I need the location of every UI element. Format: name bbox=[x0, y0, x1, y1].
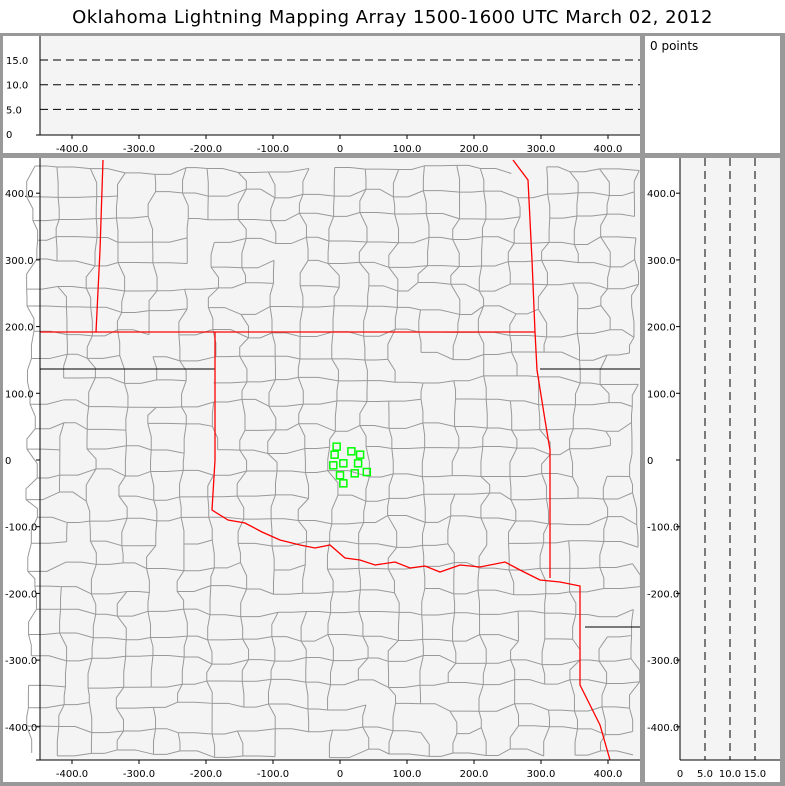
x-tick-label: 100.0 bbox=[393, 144, 422, 153]
x-tick-label: -400.0 bbox=[56, 769, 88, 780]
y-tick-label: 400.0 bbox=[647, 189, 676, 200]
y-tick-label: 300.0 bbox=[647, 256, 676, 267]
y-tick-label: -400.0 bbox=[647, 723, 679, 734]
x-tick-label: 300.0 bbox=[527, 144, 556, 153]
x-tick-label: 200.0 bbox=[460, 769, 489, 780]
x-tick-label: -300.0 bbox=[123, 769, 155, 780]
y-tick-label: -300.0 bbox=[647, 656, 679, 667]
y-tick-label: 0 bbox=[5, 456, 11, 467]
x-tick-label: 400.0 bbox=[594, 144, 623, 153]
county-border bbox=[273, 260, 274, 283]
x-tick-label: -400.0 bbox=[56, 144, 88, 153]
alt-tick-label: 0 bbox=[677, 769, 683, 780]
point-count-panel: 0 points bbox=[645, 36, 780, 153]
x-tick-label: 300.0 bbox=[527, 769, 556, 780]
x-tick-label: 0 bbox=[337, 144, 343, 153]
x-tick-label: -300.0 bbox=[123, 144, 155, 153]
county-border bbox=[26, 478, 37, 500]
altitude-x-plot: 0 5.0 10.0 15.0 -400.0 -300.0 -200.0 -100.0 0 100… bbox=[3, 36, 640, 153]
x-tick-label: -200.0 bbox=[190, 769, 222, 780]
x-tick-label: -200.0 bbox=[190, 144, 222, 153]
y-tick-label: 100.0 bbox=[647, 389, 676, 400]
alt-tick-label: 10.0 bbox=[6, 81, 28, 92]
county-border bbox=[29, 609, 37, 634]
county-border bbox=[27, 449, 37, 478]
county-border bbox=[27, 197, 33, 221]
x-tick-label: 200.0 bbox=[460, 144, 489, 153]
county-border bbox=[397, 291, 398, 307]
y-tick-label: -100.0 bbox=[5, 523, 37, 534]
alt-tick-label: 10.0 bbox=[719, 769, 741, 780]
y-tick-label: -200.0 bbox=[5, 589, 37, 600]
county-border bbox=[29, 635, 32, 656]
county-border bbox=[459, 266, 481, 267]
county-border bbox=[126, 640, 127, 656]
county-border bbox=[395, 213, 427, 214]
county-border bbox=[512, 430, 540, 431]
point-count: 0 points bbox=[650, 39, 698, 53]
county-border bbox=[37, 240, 38, 259]
county-border bbox=[66, 307, 67, 335]
alt-tick-label: 15.0 bbox=[6, 56, 28, 67]
county-border bbox=[33, 221, 38, 241]
county-border bbox=[28, 571, 35, 586]
y-tick-label: 200.0 bbox=[5, 323, 34, 334]
county-border bbox=[30, 404, 35, 429]
y-tick-label: 0 bbox=[647, 456, 653, 467]
county-border bbox=[28, 543, 32, 571]
plot-title: Oklahoma Lightning Mapping Array 1500-16… bbox=[0, 0, 785, 33]
x-tick-label: 0 bbox=[337, 769, 343, 780]
alt-tick-label: 0 bbox=[6, 130, 12, 141]
y-tick-label: 400.0 bbox=[5, 189, 34, 200]
x-tick-label: -100.0 bbox=[257, 144, 289, 153]
y-tick-label: 300.0 bbox=[5, 256, 34, 267]
plot-area bbox=[40, 36, 640, 135]
county-border bbox=[96, 218, 116, 219]
plan-view-map: -400.0 -300.0 -200.0 -100.0 0 100.0 200.0 300.0… bbox=[3, 158, 640, 782]
y-tick-label: 200.0 bbox=[647, 323, 676, 334]
alt-tick-label: 15.0 bbox=[744, 769, 766, 780]
y-tick-label: 100.0 bbox=[5, 389, 34, 400]
county-border bbox=[89, 407, 128, 408]
y-tick-label: -100.0 bbox=[647, 523, 679, 534]
altitude-x-panel: 0 5.0 10.0 15.0 -400.0 -300.0 -200.0 -100.0 0 100… bbox=[3, 36, 640, 153]
county-border bbox=[26, 500, 37, 518]
alt-tick-label: 5.0 bbox=[697, 769, 713, 780]
county-border bbox=[31, 331, 34, 358]
county-border bbox=[631, 636, 632, 659]
x-tick-label: 400.0 bbox=[594, 769, 623, 780]
x-tick-label: -100.0 bbox=[257, 769, 289, 780]
county-border bbox=[420, 685, 421, 703]
county-border bbox=[27, 429, 35, 449]
x-tick-label: 100.0 bbox=[393, 769, 422, 780]
y-tick-label: -400.0 bbox=[5, 723, 37, 734]
county-border bbox=[27, 359, 31, 382]
y-tick-label: -200.0 bbox=[647, 589, 679, 600]
y-tick-label: -300.0 bbox=[5, 656, 37, 667]
county-border bbox=[35, 586, 61, 587]
plan-view-panel: -400.0 -300.0 -200.0 -100.0 0 100.0 200.0 300.0… bbox=[3, 158, 640, 782]
alt-tick-label: 5.0 bbox=[6, 105, 22, 116]
